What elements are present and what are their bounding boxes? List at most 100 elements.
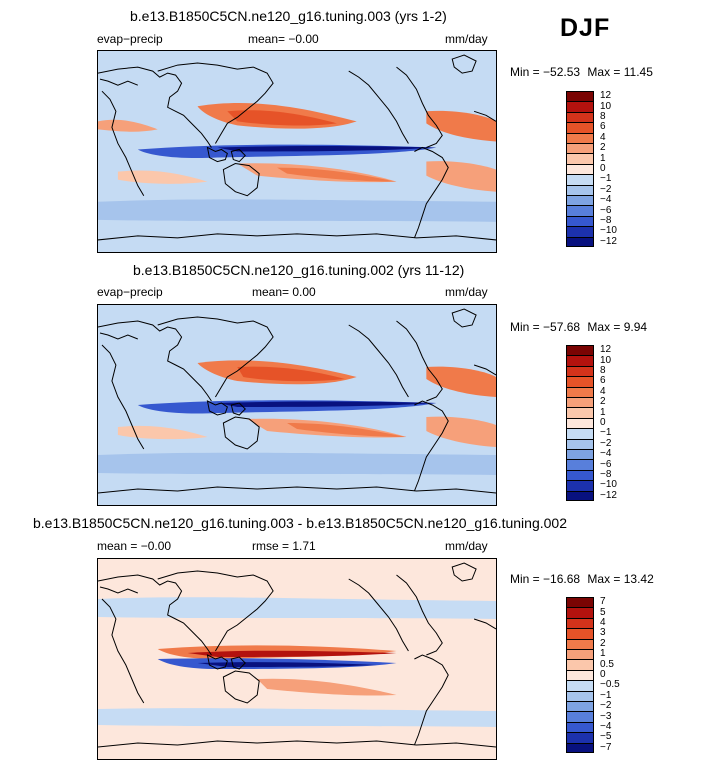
colorbar-swatch — [566, 617, 594, 629]
colorbar-swatch — [566, 195, 594, 206]
colorbar-tick-label: 1 — [600, 406, 606, 418]
colorbar-tick-label: 2 — [600, 637, 606, 649]
panel-3-map — [97, 558, 497, 760]
panel-1-map-svg — [98, 51, 496, 252]
colorbar-swatch — [566, 365, 594, 377]
colorbar-swatch — [566, 111, 594, 123]
colorbar-tick-label: 7 — [600, 596, 606, 608]
colorbar-swatch — [566, 732, 594, 743]
colorbar-tick-label: 3 — [600, 627, 606, 639]
colorbar-swatch — [566, 386, 594, 397]
colorbar-swatch — [566, 428, 594, 439]
colorbar-tick-label: −2 — [600, 437, 612, 449]
colorbar-tick-label: −6 — [600, 204, 612, 216]
colorbar-swatch — [566, 607, 594, 618]
panel-2-mean-label: mean= 0.00 — [252, 285, 316, 299]
colorbar-swatch — [566, 205, 594, 216]
colorbar-swatch — [566, 449, 594, 460]
colorbar-swatch — [566, 345, 594, 356]
colorbar-tick-label: −2 — [600, 700, 612, 712]
colorbar-swatch — [566, 143, 594, 154]
colorbar-tick-label: −12 — [600, 235, 617, 247]
panel-1-colorbar: 12 10 8 6 4 2 1 0 −1 −2 −4 −6 −8 −10 −12 — [566, 91, 617, 247]
colorbar-tick-label: 0 — [600, 163, 606, 174]
colorbar-swatch — [566, 680, 594, 691]
panel-2-variable-label: evap−precip — [97, 285, 163, 299]
panel-1-title: b.e13.B1850C5CN.ne120_g16.tuning.003 (yr… — [130, 8, 447, 24]
colorbar-tick-label: 4 — [600, 385, 606, 397]
colorbar-swatch — [566, 397, 594, 408]
panel-1-mean-label: mean= −0.00 — [248, 32, 319, 46]
panel-1-units-label: mm/day — [445, 32, 488, 46]
colorbar-swatch — [566, 638, 594, 649]
colorbar-swatch — [566, 236, 594, 247]
colorbar-tick-label: −4 — [600, 721, 612, 732]
colorbar-swatch — [566, 163, 594, 175]
panel-2-units-label: mm/day — [445, 285, 488, 299]
panel-2-map — [97, 304, 497, 506]
panel-2-minmax: Min = −57.68 Max = 9.94 — [510, 320, 647, 334]
colorbar-swatch — [566, 417, 594, 429]
colorbar-tick-label: −7 — [600, 741, 612, 753]
colorbar-swatch — [566, 669, 594, 681]
colorbar-tick-label: −3 — [600, 710, 612, 722]
colorbar-tick-label: 2 — [600, 142, 606, 154]
panel-2-colorbar: 12 10 8 6 4 2 1 0 −1 −2 −4 −6 −8 −10 −12 — [566, 345, 617, 501]
colorbar-swatch — [566, 153, 594, 164]
colorbar-tick-label: −1 — [600, 689, 612, 701]
colorbar-tick-label: 0 — [600, 417, 606, 428]
panel-3-min-label: Min = −16.68 — [510, 572, 581, 586]
colorbar-swatch — [566, 355, 594, 366]
colorbar-swatch — [566, 215, 594, 227]
panel-3-colorbar: 7 5 4 3 2 1 0.5 0 −0.5 −1 −2 −3 −4 −5 −7 — [566, 597, 620, 753]
colorbar-tick-label: 10 — [600, 354, 612, 366]
colorbar-tick-label: −12 — [600, 489, 617, 501]
panel-3-map-svg — [98, 559, 496, 759]
colorbar-tick-label: 6 — [600, 375, 606, 387]
colorbar-swatch — [566, 438, 594, 449]
colorbar-tick-label: 1 — [600, 152, 606, 164]
colorbar-tick-label: 4 — [600, 131, 606, 143]
colorbar-swatch — [566, 376, 594, 387]
colorbar-swatch — [566, 721, 594, 733]
colorbar-swatch — [566, 101, 594, 112]
colorbar-swatch — [566, 659, 594, 670]
panel-1-minmax: Min = −52.53 Max = 11.45 — [510, 65, 653, 79]
colorbar-swatch — [566, 459, 594, 470]
panel-2-map-svg — [98, 305, 496, 505]
colorbar-tick-label: −5 — [600, 731, 612, 743]
colorbar-tick-label: 8 — [600, 111, 606, 122]
panel-2-max-label: Max = 9.94 — [587, 320, 648, 334]
colorbar-tick-label: 5 — [600, 606, 606, 618]
colorbar-tick-label: −1 — [600, 427, 612, 439]
colorbar-tick-label: 1 — [600, 648, 606, 660]
colorbar-tick-label: −0.5 — [600, 679, 620, 691]
colorbar-swatch — [566, 226, 594, 237]
colorbar-tick-label: −4 — [600, 194, 612, 206]
colorbar-tick-label: −6 — [600, 458, 612, 470]
panel-3-units-label: mm/day — [445, 539, 488, 553]
panel-2-min-label: Min = −57.68 — [510, 320, 581, 334]
colorbar-swatch — [566, 91, 594, 102]
panel-1-max-label: Max = 11.45 — [587, 65, 653, 79]
colorbar-swatch — [566, 628, 594, 639]
colorbar-tick-label: −8 — [600, 469, 612, 480]
colorbar-swatch — [566, 407, 594, 418]
colorbar-tick-label: 10 — [600, 100, 612, 112]
colorbar-swatch — [566, 469, 594, 481]
colorbar-tick-label: −1 — [600, 173, 612, 185]
colorbar-swatch — [566, 711, 594, 722]
panel-1-variable-label: evap−precip — [97, 32, 163, 46]
colorbar-tick-label: 0 — [600, 669, 606, 680]
panel-1-map — [97, 50, 497, 253]
colorbar-tick-label: −4 — [600, 448, 612, 460]
colorbar-tick-label: 12 — [600, 90, 612, 102]
colorbar-swatch — [566, 742, 594, 753]
colorbar-tick-label: 8 — [600, 365, 606, 376]
colorbar-swatch — [566, 122, 594, 133]
panel-3-max-label: Max = 13.42 — [587, 572, 654, 586]
colorbar-tick-label: 0.5 — [600, 658, 614, 670]
panel-1-min-label: Min = −52.53 — [510, 65, 581, 79]
colorbar-tick-label: 4 — [600, 617, 606, 628]
panel-3-mean-label: mean = −0.00 — [97, 539, 172, 553]
